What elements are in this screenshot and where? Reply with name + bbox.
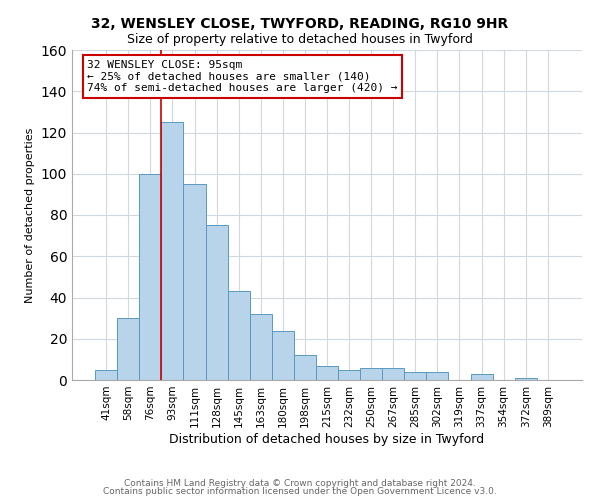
- Bar: [227, 292, 250, 380]
- X-axis label: Distribution of detached houses by size in Twyford: Distribution of detached houses by size …: [169, 432, 485, 446]
- Bar: [360, 368, 382, 380]
- Bar: [206, 226, 227, 380]
- Bar: [184, 184, 206, 380]
- Bar: [382, 368, 404, 380]
- Text: Size of property relative to detached houses in Twyford: Size of property relative to detached ho…: [127, 32, 473, 46]
- Bar: [404, 372, 427, 380]
- Bar: [515, 378, 537, 380]
- Bar: [272, 330, 294, 380]
- Bar: [427, 372, 448, 380]
- Bar: [161, 122, 184, 380]
- Bar: [316, 366, 338, 380]
- Bar: [294, 355, 316, 380]
- Bar: [470, 374, 493, 380]
- Text: Contains HM Land Registry data © Crown copyright and database right 2024.: Contains HM Land Registry data © Crown c…: [124, 478, 476, 488]
- Text: 32, WENSLEY CLOSE, TWYFORD, READING, RG10 9HR: 32, WENSLEY CLOSE, TWYFORD, READING, RG1…: [91, 18, 509, 32]
- Bar: [139, 174, 161, 380]
- Bar: [95, 370, 117, 380]
- Bar: [250, 314, 272, 380]
- Bar: [338, 370, 360, 380]
- Text: 32 WENSLEY CLOSE: 95sqm
← 25% of detached houses are smaller (140)
74% of semi-d: 32 WENSLEY CLOSE: 95sqm ← 25% of detache…: [88, 60, 398, 93]
- Bar: [117, 318, 139, 380]
- Text: Contains public sector information licensed under the Open Government Licence v3: Contains public sector information licen…: [103, 487, 497, 496]
- Y-axis label: Number of detached properties: Number of detached properties: [25, 128, 35, 302]
